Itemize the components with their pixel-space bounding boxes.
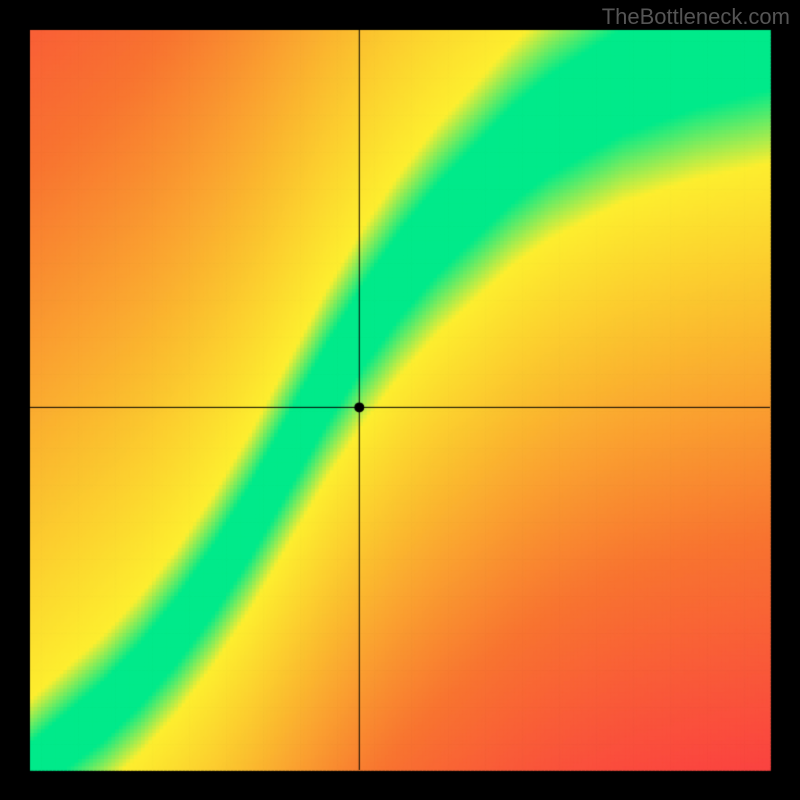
watermark-text: TheBottleneck.com [602, 4, 790, 30]
heatmap-canvas [0, 0, 800, 800]
chart-container: TheBottleneck.com [0, 0, 800, 800]
